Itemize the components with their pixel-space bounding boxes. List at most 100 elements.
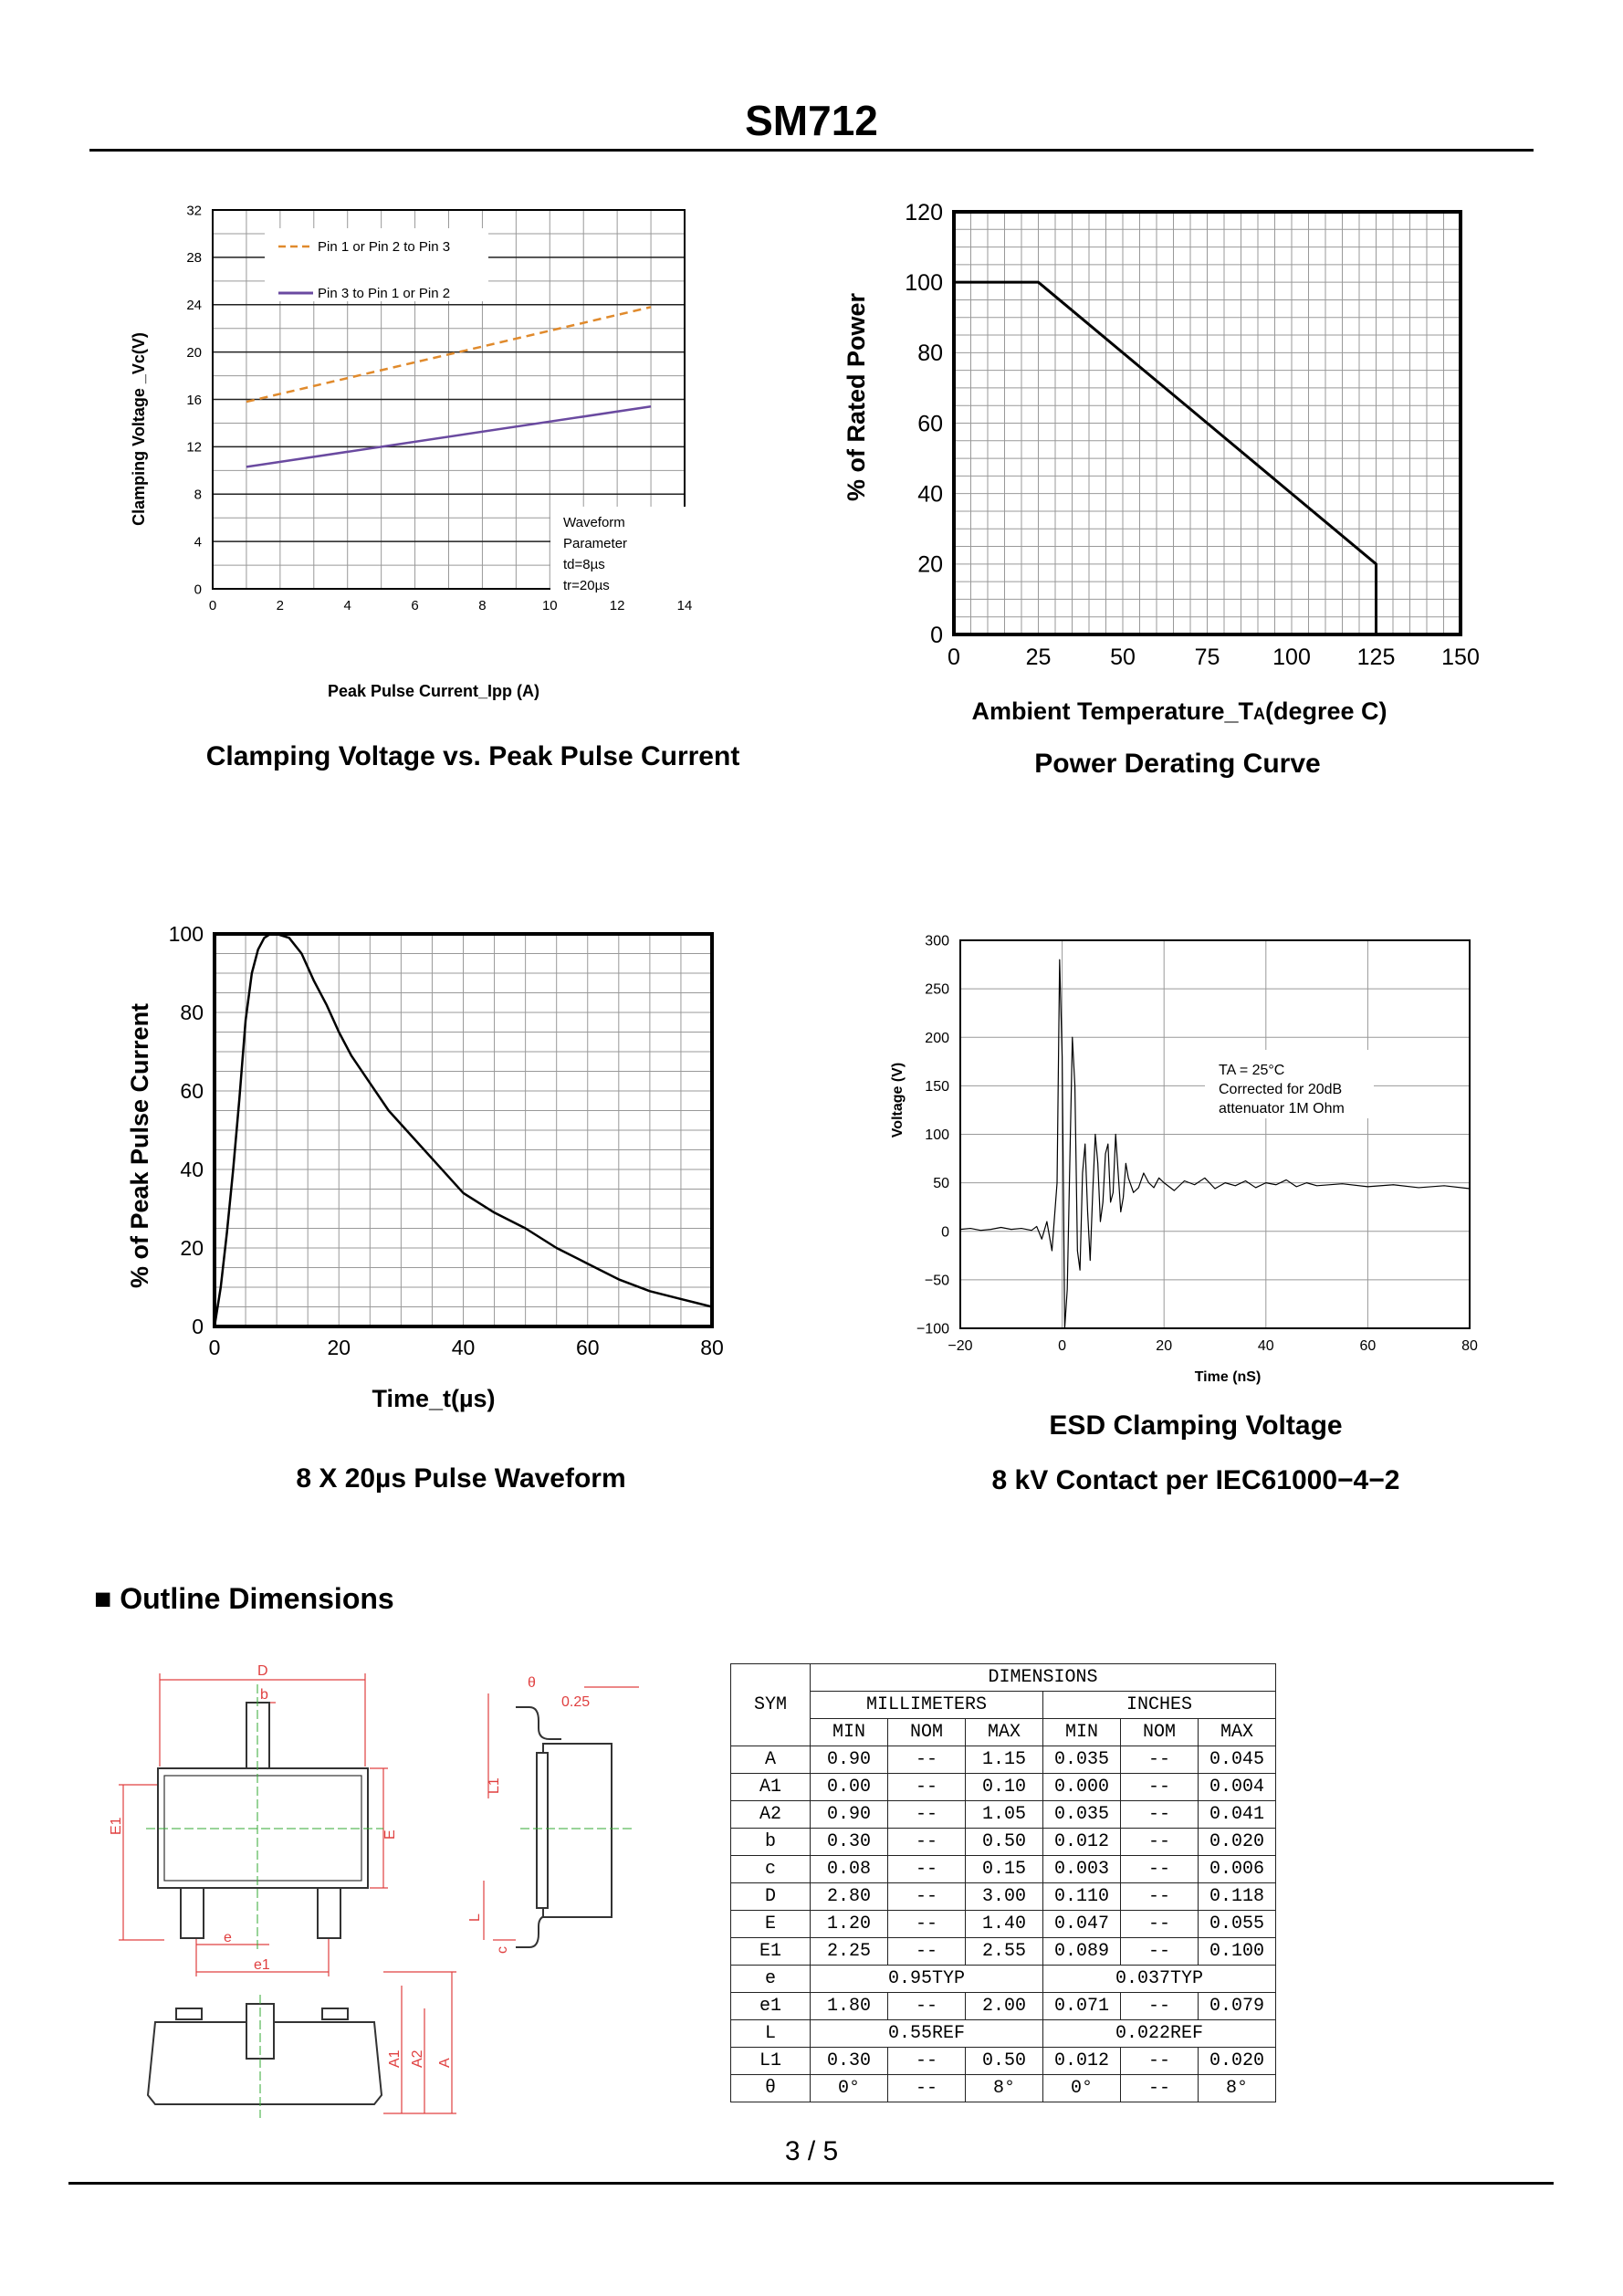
table-row: A 0.90 -- 1.15 0.035 -- 0.045 xyxy=(730,1746,1276,1774)
derating-ticks: 0 25 50 75 100 125 150 0 20 40 60 80 100 120 xyxy=(905,200,1480,670)
pulse-xlabel: Time_t(µs) xyxy=(372,1385,495,1412)
row-sym: L xyxy=(730,2019,811,2048)
row-sym: θ xyxy=(730,2074,811,2102)
esd-caption-1: ESD Clamping Voltage xyxy=(1049,1410,1343,1441)
x-tick-label: 20 xyxy=(327,1336,351,1359)
page-number: 3 / 5 xyxy=(784,2136,839,2166)
row-span-value: 0.55REF xyxy=(810,2019,1043,2048)
pulse-ticks: 0 20 40 60 80 0 20 40 60 80 100 xyxy=(169,922,724,1359)
x-tick-label: −20 xyxy=(948,1338,972,1354)
row-value: 0.000 xyxy=(1042,1773,1121,1801)
esd-annot-1: TA = 25°C xyxy=(1219,1063,1284,1078)
x-tick-label: 20 xyxy=(1156,1338,1172,1354)
x-tick-label: 80 xyxy=(1461,1338,1478,1354)
row-span-value: 0.022REF xyxy=(1042,2019,1276,2048)
x-tick-label: 0 xyxy=(209,1336,221,1359)
row-sym: E1 xyxy=(730,1937,811,1966)
svg-text:D: D xyxy=(257,1663,268,1679)
row-sym: D xyxy=(730,1882,811,1911)
row-value: -- xyxy=(1120,1937,1199,1966)
outline-drawing: D b E1 E e e1 θ 0.25 L1 L c A1 A2 A xyxy=(110,1663,639,2118)
x-tick-label: 40 xyxy=(452,1336,476,1359)
derating-caption: Power Derating Curve xyxy=(1034,749,1321,779)
clamp-legend-box xyxy=(265,228,488,301)
x-tick-label: 14 xyxy=(677,598,693,613)
y-tick-label: 80 xyxy=(180,1001,204,1024)
row-value: 0.110 xyxy=(1042,1882,1121,1911)
row-value: 1.05 xyxy=(965,1800,1043,1829)
y-tick-label: 0 xyxy=(930,623,943,648)
row-sym: b xyxy=(730,1828,811,1856)
row-value: -- xyxy=(1120,1882,1199,1911)
x-tick-label: 0 xyxy=(948,645,960,670)
table-row: c 0.08 -- 0.15 0.003 -- 0.006 xyxy=(730,1855,1276,1883)
y-tick-label: 150 xyxy=(925,1079,949,1095)
y-tick-label: 28 xyxy=(186,250,202,266)
row-value: -- xyxy=(887,1800,966,1829)
clamp-annot-3: td=8µs xyxy=(563,557,605,572)
row-value: -- xyxy=(1120,1910,1199,1938)
x-tick-label: 100 xyxy=(1272,645,1311,670)
svg-text:A: A xyxy=(437,2058,453,2068)
y-tick-label: 250 xyxy=(925,982,949,998)
row-value: -- xyxy=(1120,1855,1199,1883)
row-value: 0.035 xyxy=(1042,1800,1121,1829)
row-value: 0.90 xyxy=(810,1746,888,1774)
x-tick-label: 125 xyxy=(1357,645,1396,670)
row-value: -- xyxy=(1120,1800,1199,1829)
y-tick-label: 200 xyxy=(925,1031,949,1046)
derating-series xyxy=(954,280,1377,634)
row-value: -- xyxy=(1120,1746,1199,1774)
row-value: 0.08 xyxy=(810,1855,888,1883)
series-line-0 xyxy=(213,932,713,1327)
x-tick-label: 60 xyxy=(1360,1338,1377,1354)
y-tick-label: 300 xyxy=(925,934,949,949)
x-tick-label: 12 xyxy=(610,598,625,613)
th-sym: SYM xyxy=(730,1663,811,1746)
row-value: -- xyxy=(1120,1773,1199,1801)
row-value: -- xyxy=(887,2047,966,2075)
row-value: 2.55 xyxy=(965,1937,1043,1966)
y-tick-label: 100 xyxy=(169,922,204,946)
dimension-lines xyxy=(119,1673,639,2114)
esd-ylabel: Voltage (V) xyxy=(890,1063,906,1138)
esd-caption-2: 8 kV Contact per IEC61000−4−2 xyxy=(991,1465,1400,1495)
y-tick-label: 80 xyxy=(917,341,943,366)
x-tick-label: 2 xyxy=(277,598,284,613)
th-inches: INCHES xyxy=(1042,1691,1276,1719)
table-row: b 0.30 -- 0.50 0.012 -- 0.020 xyxy=(730,1828,1276,1856)
pulse-ylabel: % of Peak Pulse Current xyxy=(126,1003,153,1288)
clamp-legend-2: Pin 3 to Pin 1 or Pin 2 xyxy=(318,286,450,301)
svg-text:θ: θ xyxy=(528,1675,536,1691)
dimensions-table: SYM DIMENSIONS MILLIMETERS INCHES MIN NO… xyxy=(730,1663,1276,2102)
row-sym: E xyxy=(730,1910,811,1938)
y-tick-label: 40 xyxy=(917,481,943,507)
row-value: -- xyxy=(887,1937,966,1966)
series-line-1 xyxy=(246,405,652,468)
row-value: 0.055 xyxy=(1198,1910,1276,1938)
svg-text:E: E xyxy=(382,1829,398,1840)
row-value: 0.079 xyxy=(1198,1992,1276,2020)
th-mm-max: MAX xyxy=(965,1718,1043,1746)
package-side-view xyxy=(516,1706,634,1948)
row-value: 0° xyxy=(810,2074,888,2102)
y-tick-label: 20 xyxy=(180,1236,204,1260)
package-front-view xyxy=(146,1995,383,2118)
row-value: 2.25 xyxy=(810,1937,888,1966)
row-value: 0.012 xyxy=(1042,2047,1121,2075)
th-millimeters: MILLIMETERS xyxy=(810,1691,1043,1719)
row-value: -- xyxy=(887,1992,966,2020)
th-dimensions: DIMENSIONS xyxy=(810,1663,1276,1692)
x-tick-label: 25 xyxy=(1026,645,1052,670)
th-mm-min: MIN xyxy=(810,1718,888,1746)
y-tick-label: 4 xyxy=(194,534,202,550)
row-sym: e xyxy=(730,1965,811,1993)
x-tick-label: 10 xyxy=(542,598,558,613)
footer-rule xyxy=(68,2182,1554,2185)
clamp-xlabel: Peak Pulse Current_Ipp (A) xyxy=(328,682,539,700)
clamp-annot-2: Parameter xyxy=(563,536,627,551)
esd-xlabel: Time (nS) xyxy=(1195,1369,1262,1385)
x-tick-label: 4 xyxy=(344,598,351,613)
row-value: 0.15 xyxy=(965,1855,1043,1883)
svg-text:e: e xyxy=(224,1930,232,1945)
